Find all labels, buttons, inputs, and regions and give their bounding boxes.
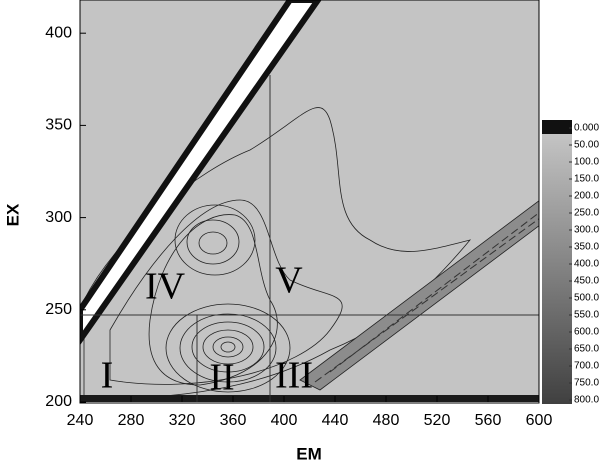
x-tick-label: 560 <box>475 412 502 429</box>
region-label: I <box>101 355 114 397</box>
contours <box>80 0 539 402</box>
colorbar-label: 400.0 <box>574 259 599 270</box>
colorbar-label: 600.0 <box>574 327 599 338</box>
x-tick-label: 480 <box>373 412 400 429</box>
y-tick-label: 350 <box>45 117 72 134</box>
colorbar-label: 0.000 <box>574 123 599 134</box>
plot-frame <box>79 0 540 404</box>
region-label: IV <box>145 266 186 308</box>
y-axis-label: EX <box>3 203 22 226</box>
colorbar-label: 250.0 <box>574 208 599 219</box>
x-tick-label: 440 <box>322 412 349 429</box>
colorbar: 0.000 50.00 100.0 150.0 200.0 250.0 300.0 350.0… <box>542 120 599 406</box>
colorbar-label: 700.0 <box>574 361 599 372</box>
x-tick-label: 320 <box>169 412 196 429</box>
y-tick-label: 400 <box>45 24 72 41</box>
colorbar-label: 750.0 <box>574 378 599 389</box>
x-tick-label: 280 <box>118 412 145 429</box>
colorbar-label: 50.00 <box>574 140 599 151</box>
y-tick-label: 200 <box>45 393 72 410</box>
colorbar-label: 450.0 <box>574 276 599 287</box>
colorbar-under <box>542 120 572 134</box>
colorbar-label: 200.0 <box>574 191 599 202</box>
region-label: II <box>209 357 234 399</box>
x-tick-label: 240 <box>67 412 94 429</box>
region-label: III <box>275 355 313 397</box>
x-axis-label: EM <box>296 444 322 463</box>
colorbar-label: 800.0 <box>574 395 599 406</box>
x-tick-label: 360 <box>220 412 247 429</box>
colorbar-label: 650.0 <box>574 344 599 355</box>
y-tick-label: 300 <box>45 209 72 226</box>
colorbar-label: 500.0 <box>574 293 599 304</box>
region-label: V <box>275 260 303 302</box>
colorbar-label: 300.0 <box>574 225 599 236</box>
plot-area <box>80 0 539 402</box>
x-tick-label: 520 <box>424 412 451 429</box>
colorbar-label: 100.0 <box>574 157 599 168</box>
x-tick-label: 400 <box>271 412 298 429</box>
colorbar-label: 350.0 <box>574 242 599 253</box>
colorbar-scale <box>542 134 572 404</box>
colorbar-label: 550.0 <box>574 310 599 321</box>
y-tick-label: 250 <box>45 301 72 318</box>
colorbar-label: 150.0 <box>574 174 599 185</box>
x-tick-label: 600 <box>526 412 553 429</box>
